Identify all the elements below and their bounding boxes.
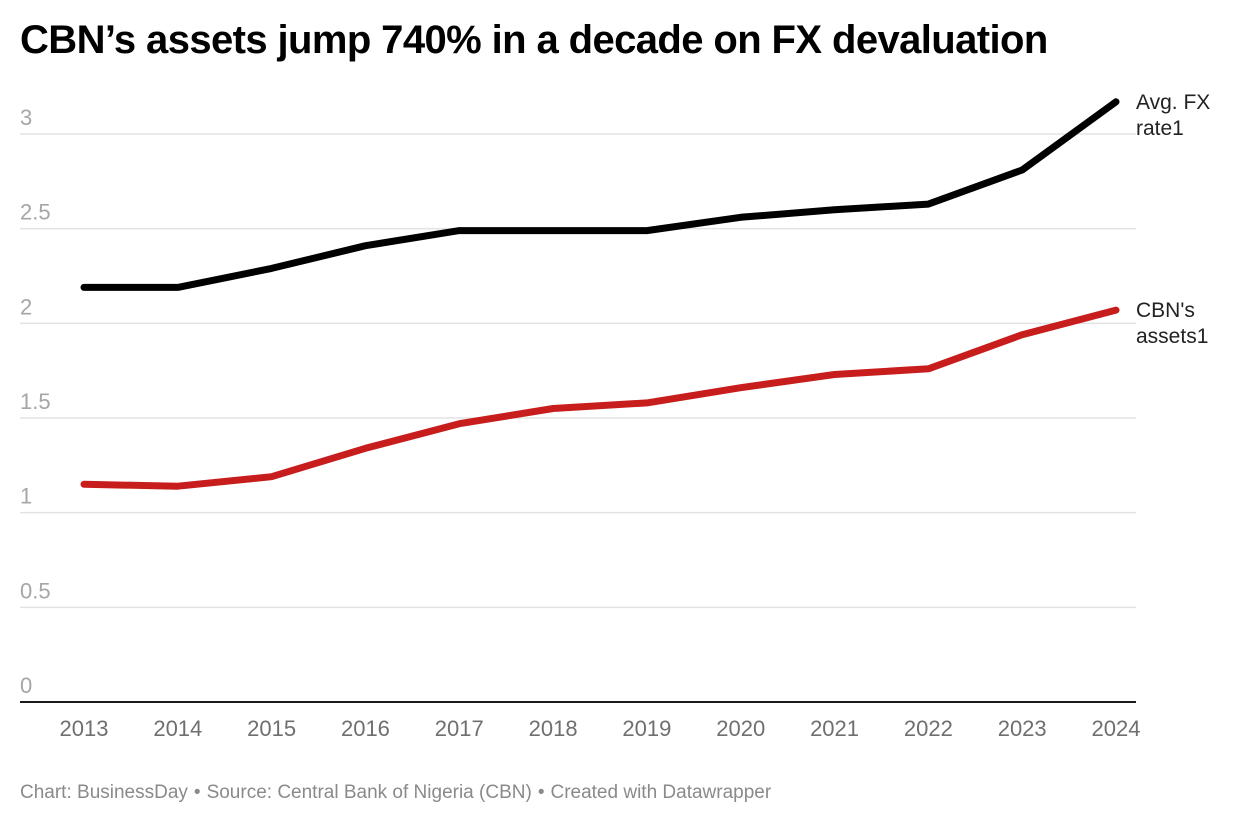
- y-tick-label: 0.5: [20, 578, 51, 603]
- gridlines: [20, 133, 1136, 609]
- line-chart: 00.511.522.53 2013 2014 2015 2016 2017 2018 20…: [20, 91, 1210, 741]
- x-tick-label: 2014: [153, 716, 202, 741]
- y-tick-label: 0: [20, 673, 32, 698]
- series-label: Avg. FX rate1: [1136, 91, 1210, 140]
- series-label-line: Avg. FX: [1136, 91, 1210, 114]
- x-tick-label: 2017: [435, 716, 484, 741]
- series-lines: [80, 98, 1120, 490]
- x-tick-label: 2023: [998, 716, 1047, 741]
- series-label-line: assets1: [1136, 325, 1208, 348]
- chart-title: CBN’s assets jump 740% in a decade on FX…: [20, 18, 1048, 62]
- x-tick-label: 2024: [1092, 716, 1141, 741]
- series-label-line: CBN's: [1136, 299, 1195, 322]
- y-tick-label: 1.5: [20, 389, 51, 414]
- chart-footer: Chart: BusinessDay • Source: Central Bank …: [20, 782, 771, 804]
- y-tick-label: 2.5: [20, 200, 51, 225]
- separator: •: [537, 782, 545, 803]
- x-tick-label: 2019: [622, 716, 671, 741]
- separator: •: [193, 782, 201, 803]
- x-tick-label: 2020: [716, 716, 765, 741]
- chart-credit: Chart: BusinessDay: [20, 782, 188, 803]
- x-tick-label: 2015: [247, 716, 296, 741]
- y-tick-label: 3: [20, 105, 32, 130]
- y-axis-ticks: 0 0.5 1 1.5 2 2.5 3: [20, 105, 51, 698]
- source-note: Source: Central Bank of Nigeria (CBN): [206, 782, 532, 803]
- series-label: CBN's assets1: [1136, 299, 1208, 348]
- datawrapper-credit: Created with Datawrapper: [550, 782, 772, 803]
- x-tick-label: 2016: [341, 716, 390, 741]
- x-tick-label: 2021: [810, 716, 859, 741]
- x-tick-label: 2018: [529, 716, 578, 741]
- series-line-cbn-assets: [80, 306, 1120, 490]
- x-axis-ticks: 2013 2014 2015 2016 2017 2018 2019 2020 2021 2022…: [60, 716, 1141, 741]
- x-tick-label: 2013: [60, 716, 109, 741]
- y-tick-label: 2: [20, 294, 32, 319]
- series-labels: Avg. FX rate1 CBN's assets1: [1136, 91, 1210, 348]
- x-tick-label: 2022: [904, 716, 953, 741]
- series-line-avg-fx-rate: [80, 98, 1120, 291]
- y-tick-label: 1: [20, 484, 32, 509]
- series-label-line: rate1: [1136, 117, 1184, 140]
